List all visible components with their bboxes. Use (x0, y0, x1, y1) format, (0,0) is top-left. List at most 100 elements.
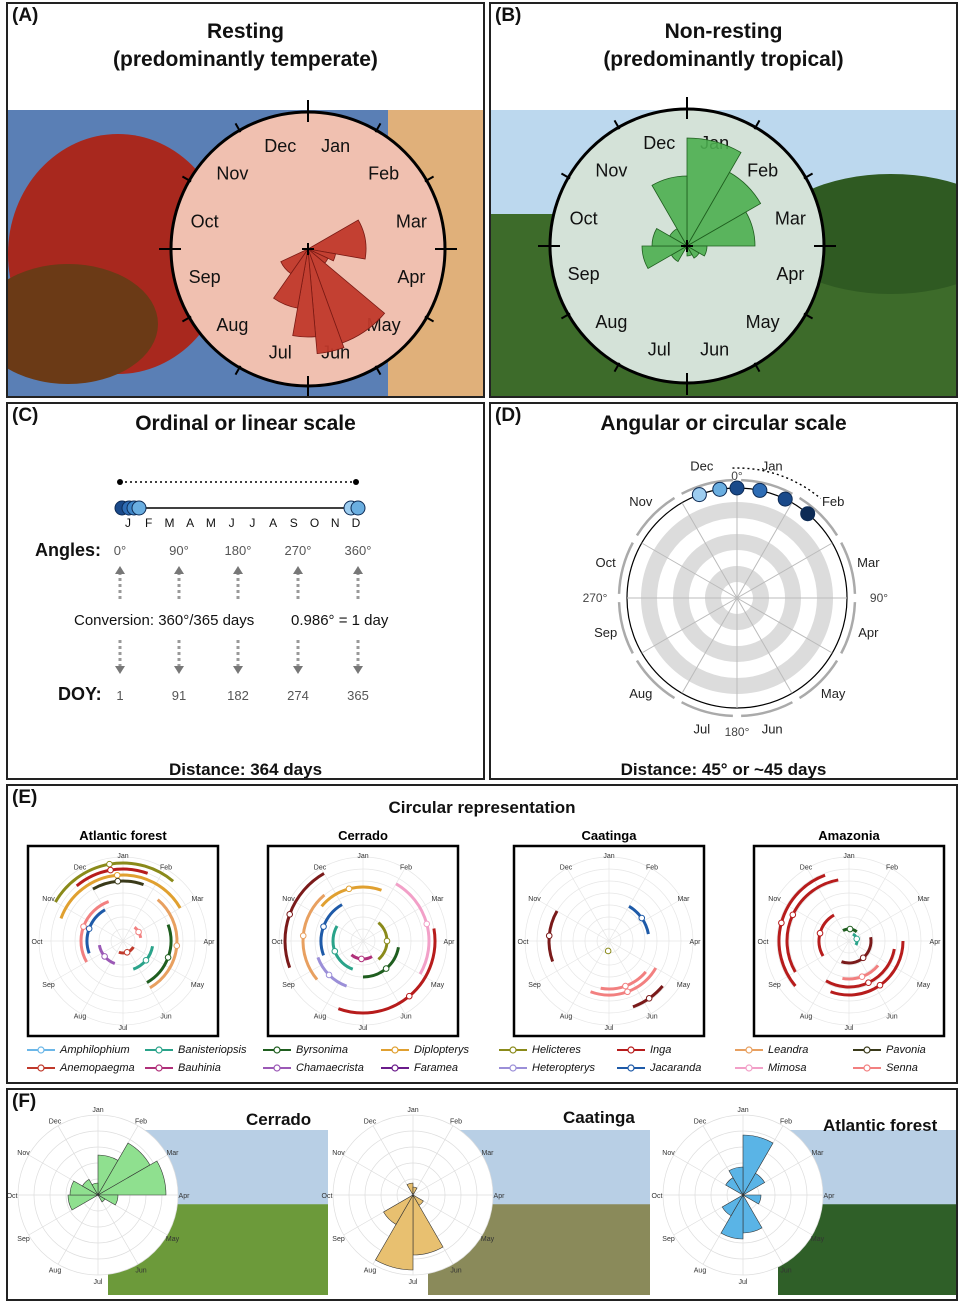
panel-b-month-label: Aug (595, 312, 627, 332)
mean-date-marker (816, 929, 824, 937)
legend-item: Diplopterys (380, 1044, 469, 1056)
panel-d-month-label: Dec (690, 459, 714, 474)
rose-petal (91, 1182, 99, 1197)
mean-date-marker (142, 956, 150, 964)
rose-petal (742, 1172, 766, 1196)
month-letter: J (125, 516, 131, 530)
panel-a-tick (181, 315, 192, 323)
petal-b (641, 245, 689, 270)
petal-b (651, 227, 689, 247)
biome-month-label: Aug (314, 1013, 327, 1020)
event-dot (800, 506, 816, 522)
biome-month-label: Oct (518, 939, 529, 946)
rose-month-label: Oct (322, 1193, 333, 1200)
month-arc (741, 478, 793, 495)
biome-month-label: Jan (357, 853, 368, 860)
biome-month-label: Nov (528, 896, 541, 903)
month-letter: O (309, 516, 320, 530)
mean-date-marker (123, 948, 131, 956)
event-dot (729, 480, 745, 496)
biome-month-label: Mar (191, 896, 204, 903)
mean-date-marker (405, 992, 413, 1000)
rose-month-label: Apr (824, 1193, 836, 1200)
biome-month-label: Jul (605, 1025, 614, 1032)
panel-c-label: (C) (12, 405, 39, 426)
biome-month-label: Feb (886, 865, 898, 872)
rose-month-label: Nov (332, 1150, 345, 1157)
legend-label: Pavonia (886, 1044, 926, 1056)
rose-month-label: Jul (409, 1279, 418, 1286)
panel-f-figure: Jan Feb Mar Apr May Jun Jul Aug Sep Oct Nov Dec Jan F… (8, 1107, 956, 1295)
petal-a (307, 248, 345, 355)
legend-item: Mimosa (734, 1062, 807, 1074)
biome-month-label: Mar (677, 896, 690, 903)
biome-month-label: Mar (431, 896, 444, 903)
petal-a (292, 248, 317, 338)
legend-item: Chamaecrista (262, 1062, 364, 1074)
legend-item: Leandra (734, 1044, 808, 1056)
mean-date-marker (865, 979, 872, 986)
legend-item: Anemopaegma (26, 1062, 135, 1074)
panel-b-month-label: Jun (700, 340, 729, 360)
biome-month-label: May (191, 982, 205, 989)
biome-month-label: Apr (204, 939, 216, 946)
rose-petal (728, 1166, 744, 1197)
panel-b-tick (753, 119, 761, 130)
biome-month-label: Jan (117, 853, 128, 860)
biome-photo-title: Atlantic forest (823, 1116, 938, 1135)
event-dot (777, 491, 793, 507)
legend-item: Inga (616, 1044, 671, 1056)
month-arc (635, 496, 676, 537)
legend-label: Byrsonima (296, 1044, 348, 1056)
rose-petal (82, 1179, 99, 1196)
biome-month-label: Jun (400, 1013, 411, 1020)
legend-item: Helicteres (498, 1044, 581, 1056)
rose-petal (412, 1186, 418, 1197)
rose-petal (383, 1194, 414, 1225)
panel-d-month-label: Oct (596, 555, 617, 570)
rose-month-label: Feb (135, 1119, 147, 1126)
biome-month-label: Dec (74, 865, 87, 872)
mean-date-marker (299, 932, 307, 940)
distance-c: Distance: 364 days (168, 760, 323, 779)
event-dot (350, 500, 366, 516)
legend-label: Faramea (414, 1062, 459, 1074)
mean-date-marker (545, 932, 553, 940)
panel-c-figure (114, 479, 366, 674)
doy-value: 91 (171, 688, 187, 703)
rose-month-label: Aug (694, 1267, 707, 1274)
panel-f-label: (F) (12, 1091, 37, 1112)
biome-month-label: Aug (560, 1013, 573, 1020)
panel-a-month-label: Dec (264, 136, 296, 156)
rose-month-label: Mar (811, 1150, 824, 1157)
panel-f: (F) Jan Feb Mar Apr May Jun Jul Aug Sep Oct Nov Dec… (6, 1088, 958, 1301)
mean-date-marker (645, 995, 653, 1002)
panel-d-month-label: Jan (762, 459, 783, 474)
rose-month-label: Jan (737, 1107, 748, 1114)
biome-photo-title: Caatinga (563, 1108, 635, 1127)
petal-b (685, 244, 700, 259)
doy-value: 274 (287, 688, 309, 703)
month-letter: J (228, 516, 235, 530)
rose-petal (406, 1182, 414, 1197)
panel-d-month-label: Aug (629, 686, 652, 701)
panel-a-label: (A) (12, 5, 39, 26)
conversion-text: Conversion: 360°/365 days (74, 612, 255, 629)
biome-month-label: Apr (444, 939, 456, 946)
mean-date-marker (859, 954, 867, 962)
biome-title: Cerrado (338, 828, 388, 843)
panel-d-label: (D) (495, 405, 522, 426)
mean-date-marker (624, 988, 631, 996)
panel-d-month-label: May (821, 686, 846, 701)
petal-a (280, 248, 310, 275)
biome-month-label: Feb (160, 865, 172, 872)
biome-title: Caatinga (582, 828, 638, 843)
biome-month-label: Jul (845, 1025, 854, 1032)
mean-date-marker (164, 954, 172, 961)
month-letter: M (205, 516, 216, 530)
mean-date-marker (320, 923, 327, 930)
panel-b-month-label: Feb (747, 161, 778, 181)
panel-a-subtitle: (predominantly temperate) (113, 48, 378, 71)
rose-month-label: Jul (739, 1279, 748, 1286)
panel-b-label: (B) (495, 5, 522, 26)
